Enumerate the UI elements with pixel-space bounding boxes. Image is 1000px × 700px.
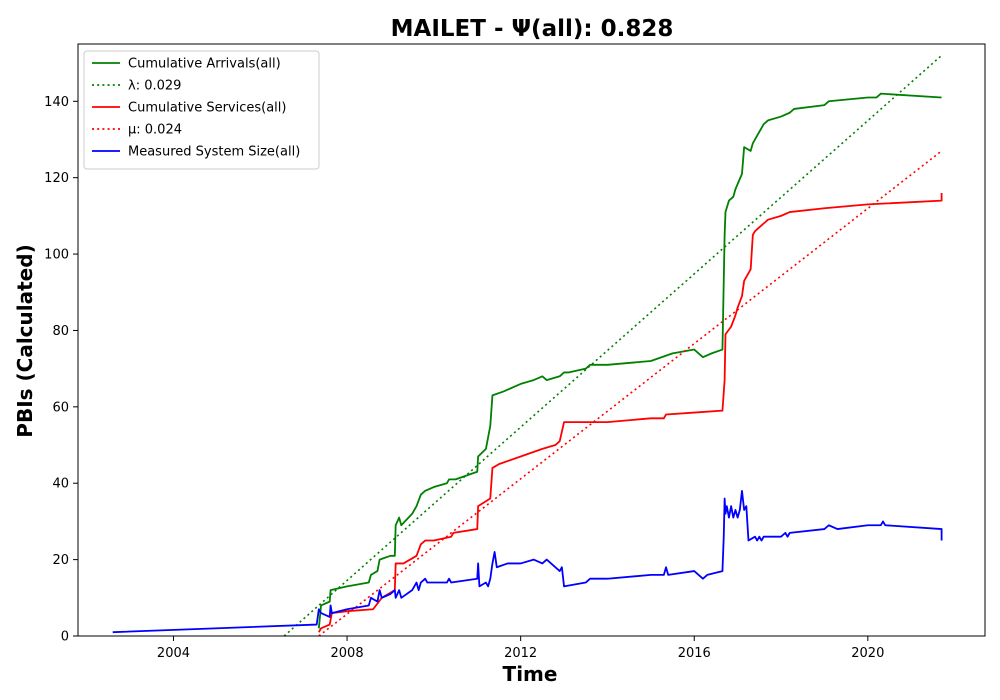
legend-box <box>83 50 320 170</box>
legend-label: μ: 0.024 <box>128 123 182 138</box>
y-tick-label: 140 <box>44 95 69 110</box>
x-axis-label: Time <box>503 662 558 686</box>
series-line-1 <box>283 54 943 636</box>
x-tick-label: 2012 <box>504 646 537 661</box>
y-tick-label: 80 <box>52 324 69 339</box>
series-line-0 <box>317 92 942 629</box>
y-tick-label: 100 <box>44 248 69 263</box>
legend: Cumulative Arrivals(all) λ: 0.029 Cumulati… <box>83 50 320 170</box>
legend-label: Measured System Size(all) <box>128 145 300 160</box>
axes-frame <box>77 43 986 637</box>
legend-label: Cumulative Arrivals(all) <box>128 57 281 72</box>
y-axis-label: PBIs (Calculated) <box>13 244 37 437</box>
legend-label: Cumulative Services(all) <box>128 101 286 116</box>
y-tick-label: 60 <box>52 400 69 415</box>
x-tick-label: 2016 <box>678 646 711 661</box>
series-line-4 <box>112 489 943 634</box>
x-tick-label: 2004 <box>157 646 190 661</box>
x-tick-label: 2020 <box>851 646 884 661</box>
x-tick-label: 2008 <box>331 646 364 661</box>
y-tick-label: 120 <box>44 171 69 186</box>
series-group <box>112 54 943 636</box>
chart-title: MAILET - Ψ(all): 0.828 <box>391 16 674 42</box>
y-tick-label: 40 <box>52 477 69 492</box>
y-tick-label: 20 <box>52 553 69 568</box>
plot-area <box>112 54 943 636</box>
y-tick-label: 0 <box>61 630 69 645</box>
legend-label: λ: 0.029 <box>128 79 181 94</box>
axes: 2004 2008 2012 2016 2020 0 20 40 60 80 100 120 140 <box>44 43 986 661</box>
series-line-2 <box>318 192 943 633</box>
series-line-3 <box>318 150 943 636</box>
